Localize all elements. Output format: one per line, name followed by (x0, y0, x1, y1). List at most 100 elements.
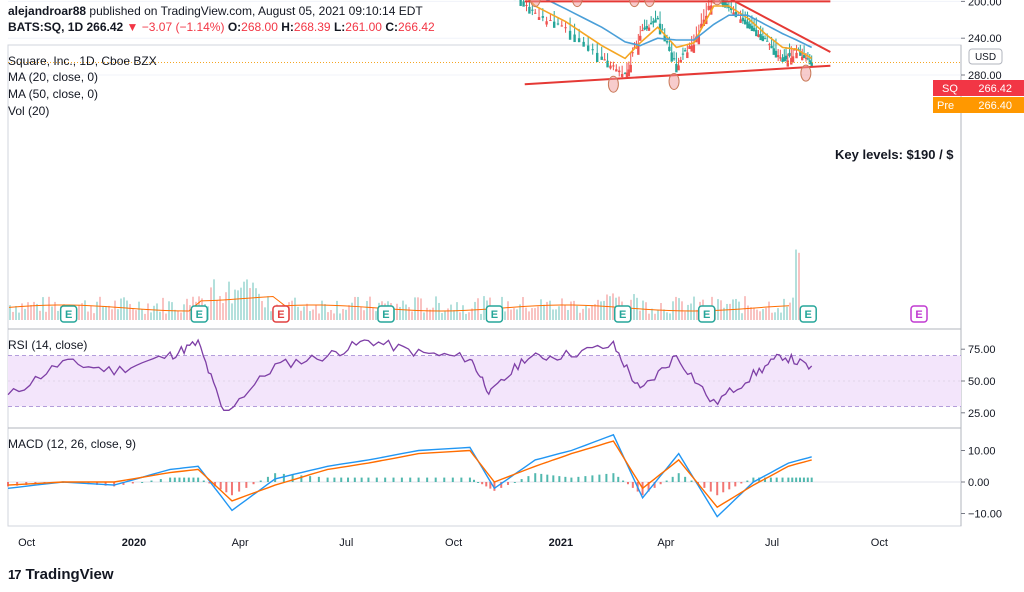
macd-histogram-bar (612, 473, 615, 482)
time-tick-label: 2020 (122, 537, 146, 549)
volume-bar (231, 303, 233, 320)
volume-bar (570, 301, 572, 320)
volume-bar (81, 303, 83, 320)
macd-histogram-bar (709, 482, 712, 492)
volume-bar (585, 305, 587, 320)
macd-histogram-bar (493, 482, 496, 491)
volume-bar (327, 312, 329, 320)
earnings-marker: E (377, 305, 395, 323)
volume-bar (759, 311, 761, 320)
macd-histogram-bar (690, 480, 693, 482)
candle-body (577, 38, 581, 43)
volume-bar (552, 309, 554, 320)
earnings-badge-letter: E (277, 309, 284, 321)
volume-bar (471, 308, 473, 320)
macd-histogram-bar (178, 477, 181, 482)
price-tick-label: 280.00 (968, 70, 1002, 82)
candle-body (522, 1, 525, 7)
macd-histogram-bar (591, 475, 594, 482)
macd-histogram-bar (647, 482, 650, 492)
volume-bar (291, 300, 293, 320)
volume-bar (534, 308, 536, 320)
candle-body (672, 58, 676, 60)
currency-label: USD (975, 52, 996, 63)
volume-bar (345, 309, 347, 320)
candle-body (649, 22, 653, 25)
volume-bar (228, 281, 230, 320)
macd-histogram-bar (16, 482, 19, 486)
volume-bar (336, 300, 338, 320)
macd-histogram-bar (671, 476, 674, 482)
macd-histogram-bar (468, 477, 471, 482)
candle-body (600, 56, 603, 60)
macd-histogram-bar (169, 477, 172, 482)
touch-point-circle (628, 0, 640, 8)
candle-body (730, 7, 733, 11)
volume-bar (159, 311, 161, 320)
candle-body (606, 60, 609, 68)
volume-bar (426, 307, 428, 320)
volume-bar (78, 305, 80, 320)
candle-body (688, 46, 691, 50)
candle-body (806, 58, 810, 60)
volume-bar (762, 309, 764, 320)
volume-bar (510, 309, 512, 320)
macd-histogram-bar (192, 477, 195, 482)
volume-bar (180, 312, 182, 320)
candle-body (752, 27, 756, 32)
earnings-marker: E (272, 305, 290, 323)
volume-bar (15, 306, 17, 320)
macd-histogram-bar (309, 476, 312, 482)
macd-histogram-bar (734, 482, 737, 487)
candle-body (537, 17, 541, 20)
volume-bar (396, 303, 398, 320)
candle-body (679, 59, 682, 63)
volume-bar (12, 311, 14, 320)
macd-histogram-bar (375, 477, 378, 482)
macd-histogram-bar (799, 477, 802, 482)
volume-bar (30, 305, 32, 320)
candle-body (631, 52, 634, 54)
candle-body (774, 50, 778, 58)
macd-histogram-bar (409, 477, 412, 482)
volume-bar (354, 296, 356, 320)
macd-histogram-bar (173, 477, 176, 482)
macd-histogram-bar (605, 473, 608, 482)
macd-histogram-bar (7, 482, 9, 487)
earnings-badge-letter: E (619, 309, 626, 321)
volume-bar (156, 303, 158, 320)
price-change: −3.07 (−1.14%) (141, 20, 225, 34)
volume-bar (648, 313, 650, 320)
candle-body (770, 45, 773, 49)
macd-histogram-bar (485, 482, 488, 487)
volume-bar (186, 298, 188, 320)
macd-histogram-bar (219, 482, 222, 490)
volume-bar (45, 311, 47, 320)
macd-histogram-bar (746, 480, 749, 482)
macd-histogram-bar (426, 477, 429, 482)
author-name[interactable]: alejandroar88 (8, 4, 87, 18)
down-arrow-icon: ▼ (126, 20, 139, 34)
candle-body (781, 58, 784, 62)
macd-histogram-bar (434, 477, 437, 482)
volume-bar (123, 297, 125, 320)
macd-histogram-bar (752, 477, 755, 482)
macd-histogram-bar (300, 475, 303, 482)
rsi-tick-label: 75.00 (968, 344, 996, 356)
volume-bar (786, 306, 788, 320)
volume-bar (789, 302, 791, 320)
macd-histogram-bar (326, 477, 329, 482)
macd-histogram-bar (626, 482, 629, 485)
volume-bar (294, 297, 296, 320)
volume-bar (402, 300, 404, 320)
tradingview-footer[interactable]: 17 TradingView (8, 566, 114, 583)
volume-bar (465, 313, 467, 320)
volume-bar (690, 303, 692, 320)
publish-header: alejandroar88 published on TradingView.c… (8, 4, 423, 18)
volume-bar (447, 308, 449, 320)
candle-body (727, 6, 731, 8)
candle-body (690, 45, 693, 52)
volume-bar (654, 313, 656, 320)
touch-point-circle (571, 0, 583, 8)
